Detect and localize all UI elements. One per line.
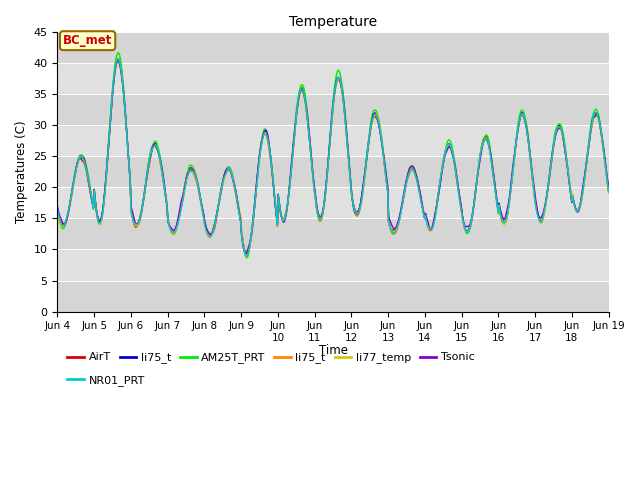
Legend: NR01_PRT: NR01_PRT	[63, 371, 149, 390]
Bar	[58, 125, 609, 156]
Bar	[58, 250, 609, 280]
Bar	[58, 63, 609, 94]
Title: Temperature: Temperature	[289, 15, 377, 29]
Bar	[58, 280, 609, 312]
Bar	[58, 187, 609, 218]
X-axis label: Time: Time	[319, 344, 348, 358]
Text: BC_met: BC_met	[63, 34, 112, 47]
Y-axis label: Temperatures (C): Temperatures (C)	[15, 120, 28, 223]
Bar	[58, 156, 609, 187]
Bar	[58, 32, 609, 63]
Bar	[58, 218, 609, 250]
Bar	[58, 94, 609, 125]
